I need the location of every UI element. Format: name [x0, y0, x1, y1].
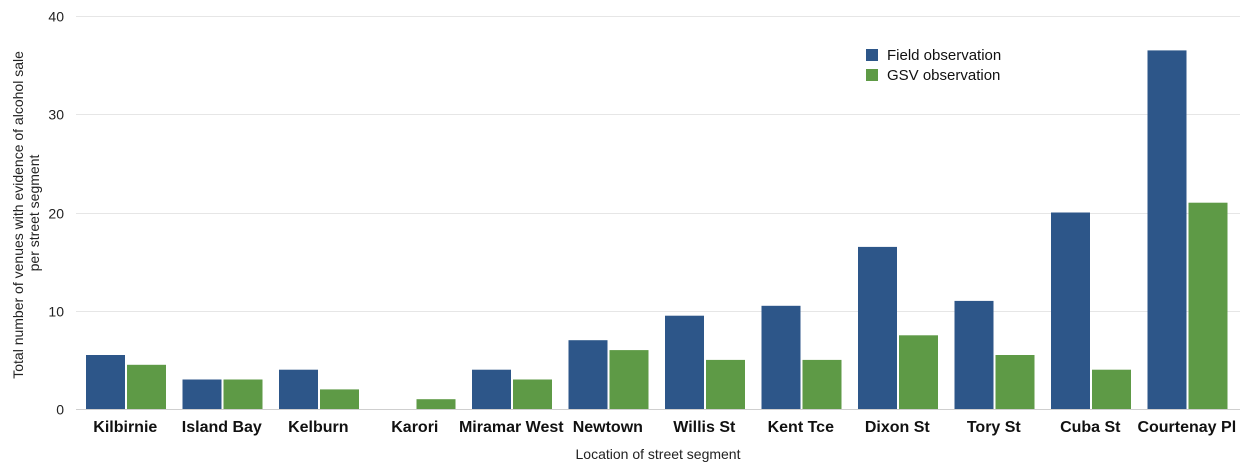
bar-gsv-observation-kilbirnie	[127, 364, 166, 409]
bar-field-observation-newtown	[568, 340, 608, 409]
x-tick-label-newtown: Newtown	[573, 419, 643, 436]
x-tick-label-courtenay-pl: Courtenay Pl	[1137, 419, 1236, 436]
x-tick-label-miramar-west: Miramar West	[459, 419, 564, 436]
y-tick-label: 30	[48, 107, 64, 123]
gridlines	[76, 16, 1240, 410]
legend: Field observation GSV observation	[866, 47, 1001, 84]
legend-label-gsv-observation: GSV observation	[887, 67, 1000, 84]
bar-gsv-observation-kent-tce	[802, 359, 842, 409]
legend-swatch-gsv-observation	[866, 69, 878, 81]
bar-field-observation-kilbirnie	[86, 355, 125, 409]
legend-swatch-field-observation	[866, 49, 878, 61]
x-axis-ticks: Kilbirnie Island Bay Kelburn Karori Miramar …	[93, 419, 1236, 436]
y-axis-title: Total number of venues with evidence of …	[10, 47, 42, 379]
x-tick-label-kilbirnie: Kilbirnie	[93, 419, 157, 436]
y-tick-label: 0	[56, 402, 64, 418]
bar-field-observation-willis-st	[665, 315, 704, 409]
x-tick-label-willis-st: Willis St	[673, 419, 736, 436]
bar-field-observation-island-bay	[182, 379, 222, 409]
bar-gsv-observation-courtenay-pl	[1188, 202, 1228, 409]
x-tick-label-kelburn: Kelburn	[288, 419, 348, 436]
y-axis-title-line-1: Total number of venues with evidence of …	[10, 51, 26, 379]
bar-field-observation-tory-st	[954, 300, 994, 409]
bar-gsv-observation-karori	[416, 399, 456, 409]
bar-field-observation-courtenay-pl	[1147, 50, 1187, 410]
y-axis-ticks: 0 10 20 30 40	[48, 9, 64, 418]
bars	[86, 50, 1228, 410]
bar-gsv-observation-island-bay	[223, 379, 263, 409]
bar-field-observation-kent-tce	[761, 305, 801, 409]
bar-field-observation-cuba-st	[1051, 212, 1090, 409]
y-axis-title-line-2: per street segment	[26, 155, 42, 272]
bar-field-observation-miramar-west	[472, 369, 511, 409]
x-tick-label-tory-st: Tory St	[967, 419, 1022, 436]
bar-gsv-observation-tory-st	[995, 355, 1035, 409]
x-tick-label-karori: Karori	[391, 419, 438, 436]
y-tick-label: 10	[48, 304, 64, 320]
y-tick-label: 40	[48, 9, 64, 25]
bar-gsv-observation-kelburn	[320, 389, 359, 409]
svg-text:Total number of venues with ev: Total number of venues with evidence of …	[10, 47, 42, 379]
x-tick-label-cuba-st: Cuba St	[1060, 419, 1121, 436]
bar-gsv-observation-miramar-west	[513, 379, 552, 409]
bar-field-observation-dixon-st	[858, 246, 897, 409]
legend-label-field-observation: Field observation	[887, 47, 1001, 64]
x-tick-label-dixon-st: Dixon St	[865, 419, 931, 436]
bar-gsv-observation-dixon-st	[899, 335, 938, 409]
bar-gsv-observation-newtown	[609, 350, 649, 409]
y-tick-label: 20	[48, 206, 64, 222]
x-tick-label-island-bay: Island Bay	[182, 419, 262, 436]
bar-gsv-observation-cuba-st	[1092, 369, 1131, 409]
bar-gsv-observation-willis-st	[706, 359, 745, 409]
bar-field-observation-kelburn	[279, 369, 318, 409]
x-tick-label-kent-tce: Kent Tce	[768, 419, 834, 436]
x-axis-title: Location of street segment	[576, 446, 741, 462]
